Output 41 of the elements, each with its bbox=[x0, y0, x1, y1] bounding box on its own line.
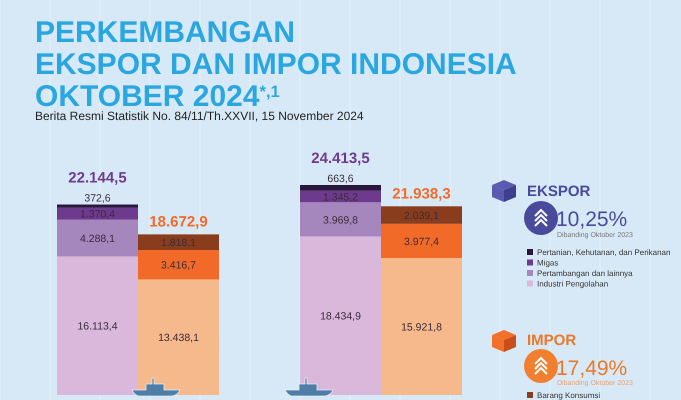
total-label: 18.672,9 bbox=[149, 213, 208, 230]
legend-label: Pertambangan dan lainnya bbox=[537, 269, 634, 278]
data-label: 663,6 bbox=[327, 173, 354, 185]
data-label: 16.113,4 bbox=[77, 320, 118, 333]
chart-subtitle: Berita Resmi Statistik No. 84/11/Th.XXVII, 15 November 2024 bbox=[35, 109, 364, 123]
data-label: 2.039,1 bbox=[404, 210, 440, 222]
data-label: 1.345,2 bbox=[322, 191, 358, 204]
legend-label: Pertanian, Kehutanan, dan Perikanan bbox=[537, 248, 670, 257]
legend-label: Barang Konsumsi bbox=[537, 391, 600, 400]
data-label: 1.370,4 bbox=[80, 208, 116, 221]
bar bbox=[57, 204, 138, 208]
bar bbox=[57, 256, 138, 395]
data-label: 3.416,7 bbox=[160, 260, 196, 272]
legend-label: Industri Pengolahan bbox=[537, 280, 608, 288]
bar bbox=[300, 236, 381, 395]
data-label: 18.434,9 bbox=[320, 310, 362, 323]
text: IMPOR bbox=[527, 332, 576, 349]
data-label: 3.977,4 bbox=[404, 236, 440, 248]
bar bbox=[57, 208, 138, 220]
bar bbox=[381, 224, 462, 258]
text: 10,25% bbox=[556, 208, 628, 231]
data-label: 3.969,8 bbox=[322, 214, 358, 226]
bar bbox=[381, 258, 462, 395]
data-label: 4.288,1 bbox=[80, 232, 116, 245]
bar bbox=[381, 206, 462, 224]
text: 17,49% bbox=[556, 357, 628, 380]
total-label: 22.144,5 bbox=[68, 170, 127, 187]
data-label: 15.921,8 bbox=[401, 322, 442, 334]
data-label: 1.818,1 bbox=[160, 237, 196, 250]
total-label: 24.413,5 bbox=[311, 150, 370, 167]
bar bbox=[138, 250, 219, 280]
bar bbox=[300, 202, 381, 236]
data-label: 372,6 bbox=[84, 192, 111, 205]
legend-label: Migas bbox=[537, 258, 558, 268]
text: EKSPOR bbox=[527, 183, 591, 200]
total-label: 21.938,3 bbox=[392, 185, 451, 202]
bar bbox=[300, 185, 381, 191]
data-label: 13.438,1 bbox=[158, 332, 200, 344]
bar bbox=[138, 234, 219, 250]
bar bbox=[57, 220, 138, 256]
bar bbox=[300, 190, 381, 202]
